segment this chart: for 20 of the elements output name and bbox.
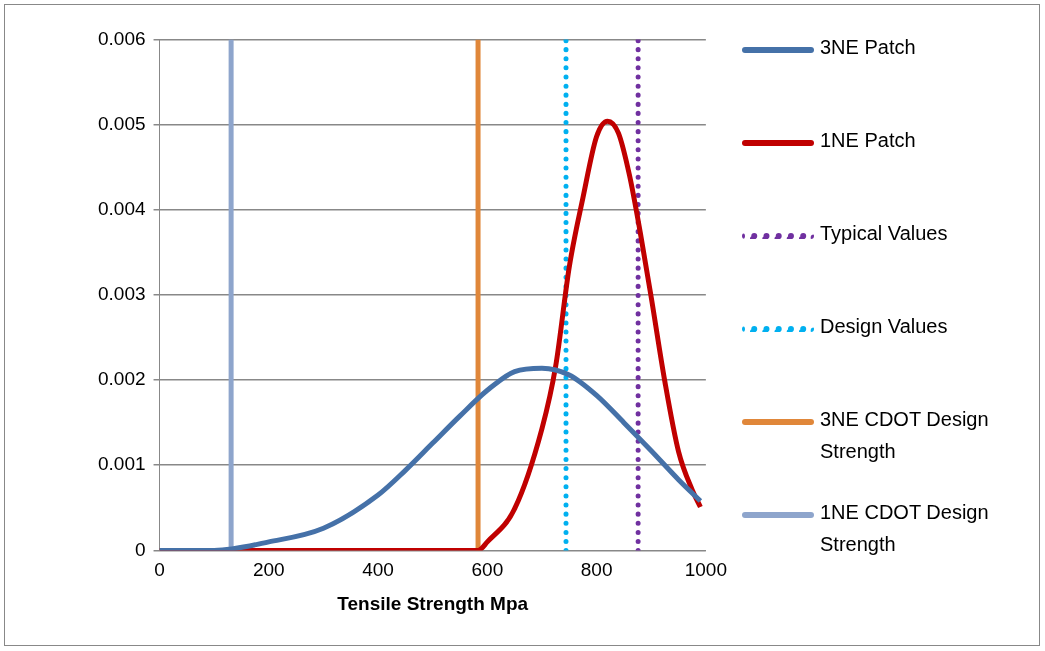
legend-label: 1NE Patch — [820, 128, 916, 153]
legend-label: Design Values — [820, 314, 948, 339]
y-tick-label: 0.004 — [98, 197, 146, 219]
legend-label: 3NE CDOT Design Strength — [820, 407, 990, 464]
legend-label: Typical Values — [820, 221, 948, 246]
y-tick-label: 0.001 — [98, 453, 146, 475]
x-tick-label: 400 — [362, 559, 394, 581]
y-tick-label: 0.006 — [98, 27, 146, 49]
x-tick-label: 800 — [580, 559, 613, 581]
x-tick-label: 200 — [252, 559, 285, 581]
y-tick-label: 0.003 — [98, 283, 146, 305]
legend-label: 1NE CDOT Design Strength — [820, 500, 990, 557]
x-tick-label: 0 — [154, 559, 165, 581]
x-tick-label: 1000 — [684, 559, 728, 581]
x-axis-title: Tensile Strength Mpa — [337, 592, 529, 614]
y-tick-label: 0 — [134, 538, 146, 560]
x-tick-label: 600 — [471, 559, 504, 581]
y-tick-label: 0.002 — [98, 368, 146, 390]
y-tick-label: 0.005 — [98, 112, 146, 134]
legend-label: 3NE Patch — [820, 35, 916, 60]
